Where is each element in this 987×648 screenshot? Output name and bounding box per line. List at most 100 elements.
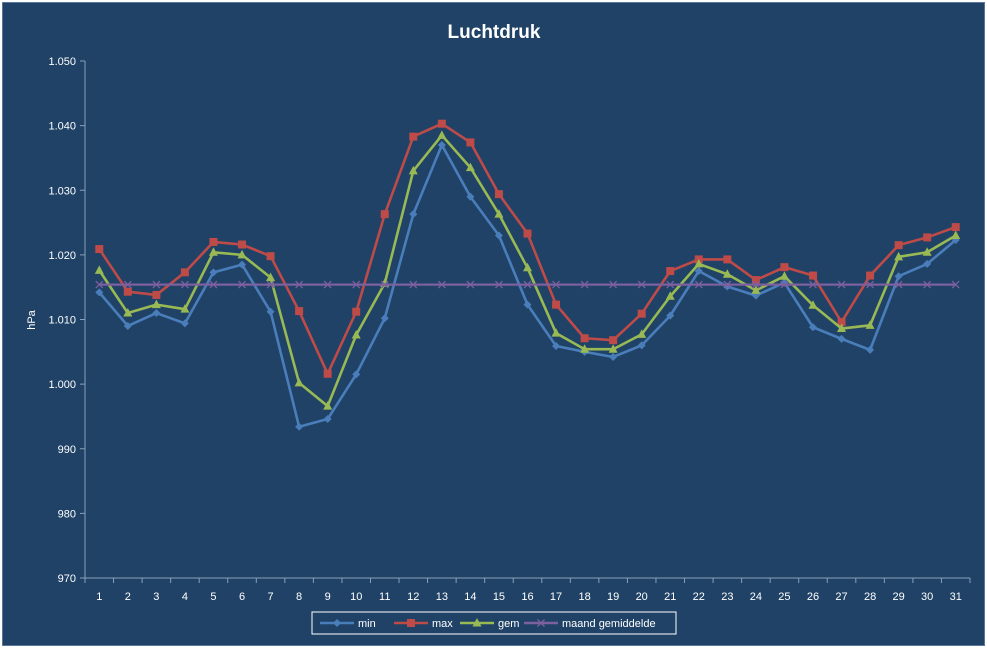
- data-point-gem: [922, 247, 932, 256]
- data-point-min: [266, 307, 275, 316]
- x-marker-stroke: [866, 280, 875, 289]
- data-point-min: [437, 141, 446, 150]
- data-point-max: [323, 369, 332, 378]
- data-point-min: [894, 272, 903, 281]
- data-point-maand-gemiddelde: [666, 280, 675, 289]
- x-marker-stroke: [180, 280, 189, 289]
- data-point-max: [209, 237, 218, 246]
- x-marker-stroke: [380, 280, 389, 289]
- series-gem: [94, 130, 961, 410]
- data-point-min: [209, 268, 218, 277]
- data-point-min: [808, 323, 817, 332]
- data-point-maand-gemiddelde: [152, 280, 161, 289]
- data-point-min: [352, 370, 361, 379]
- data-point-gem: [180, 304, 190, 313]
- x-marker-stroke: [295, 280, 304, 289]
- x-tick-label: 30: [921, 591, 933, 603]
- data-point-maand-gemiddelde: [238, 280, 246, 289]
- x-tick-label: 9: [325, 591, 331, 603]
- x-tick-label: 28: [864, 591, 876, 603]
- data-point-gem: [808, 300, 818, 309]
- x-tick-label: 6: [239, 591, 245, 603]
- data-point-gem: [494, 209, 504, 218]
- x-marker-stroke: [209, 280, 218, 289]
- data-point-maand-gemiddelde: [323, 280, 332, 289]
- x-marker-stroke: [552, 280, 561, 289]
- data-point-maand-gemiddelde: [295, 280, 304, 289]
- x-tick-label: 29: [893, 591, 905, 603]
- data-point-gem: [779, 271, 789, 280]
- y-tick-label: 980: [58, 508, 76, 520]
- x-tick-label: 12: [407, 591, 419, 603]
- data-point-min: [552, 341, 561, 350]
- x-tick-label: 14: [464, 591, 476, 603]
- data-point-gem: [665, 291, 675, 300]
- data-point-gem: [465, 162, 475, 172]
- data-point-min: [923, 259, 932, 268]
- data-point-gem: [608, 344, 618, 353]
- data-point-max: [295, 307, 304, 316]
- data-point-min: [295, 422, 304, 431]
- data-point-maand-gemiddelde: [352, 280, 361, 289]
- data-point-gem: [637, 329, 647, 338]
- legend-marker-maand-gemiddelde: [537, 619, 545, 627]
- x-marker-stroke: [609, 280, 618, 289]
- data-point-gem: [123, 308, 133, 317]
- data-point-max: [466, 138, 475, 147]
- y-axis-title: hPa: [26, 309, 38, 329]
- data-point-gem: [437, 130, 447, 139]
- data-point-min: [323, 415, 332, 424]
- x-tick-label: 25: [778, 591, 790, 603]
- chart-title: Luchtdruk: [448, 22, 541, 43]
- x-tick-label: 13: [436, 591, 448, 603]
- x-tick-label: 19: [607, 591, 619, 603]
- x-tick-label: 18: [578, 591, 590, 603]
- data-point-max: [380, 210, 389, 219]
- series-maand-gemiddelde: [95, 280, 960, 289]
- legend-marker-gem: [472, 618, 482, 627]
- data-point-maand-gemiddelde: [209, 280, 218, 289]
- data-point-gem: [294, 377, 304, 387]
- data-point-max: [437, 119, 446, 128]
- x-tick-label: 3: [153, 591, 159, 603]
- x-marker-stroke: [923, 280, 932, 289]
- x-marker-stroke: [723, 280, 732, 289]
- data-point-gem: [837, 323, 847, 333]
- data-point-max: [866, 271, 875, 280]
- data-point-gem: [208, 247, 218, 256]
- y-tick-label: 990: [58, 444, 76, 456]
- x-marker-stroke: [637, 280, 646, 289]
- x-marker-stroke: [266, 280, 275, 289]
- x-tick-label: 5: [210, 591, 216, 603]
- data-point-max: [837, 318, 846, 327]
- data-point-max: [352, 307, 361, 316]
- data-point-maand-gemiddelde: [780, 280, 789, 289]
- y-tick-label: 1.050: [48, 56, 76, 68]
- data-point-maand-gemiddelde: [637, 280, 646, 289]
- x-marker-stroke: [238, 280, 246, 289]
- x-tick-label: 22: [693, 591, 705, 603]
- data-point-gem: [551, 328, 561, 337]
- data-point-min: [152, 309, 161, 318]
- x-tick-label: 16: [521, 591, 533, 603]
- data-point-maand-gemiddelde: [837, 280, 846, 289]
- x-marker-stroke: [694, 280, 703, 289]
- data-point-max: [780, 263, 789, 272]
- y-tick-label: 1.040: [48, 121, 76, 133]
- y-tick-label: 1.010: [48, 315, 76, 327]
- x-tick-label: 8: [296, 591, 302, 603]
- data-point-maand-gemiddelde: [466, 280, 475, 289]
- x-tick-label: 4: [182, 591, 188, 603]
- data-point-maand-gemiddelde: [751, 280, 760, 289]
- data-point-maand-gemiddelde: [266, 280, 275, 289]
- x-tick-label: 20: [636, 591, 648, 603]
- data-point-min: [523, 300, 532, 309]
- legend-box: [311, 611, 677, 635]
- data-point-gem: [351, 330, 361, 339]
- x-marker-stroke: [580, 280, 589, 289]
- data-point-min: [409, 210, 418, 219]
- series-line-min: [98, 143, 957, 429]
- x-marker-stroke: [780, 280, 789, 289]
- data-point-min: [666, 311, 675, 320]
